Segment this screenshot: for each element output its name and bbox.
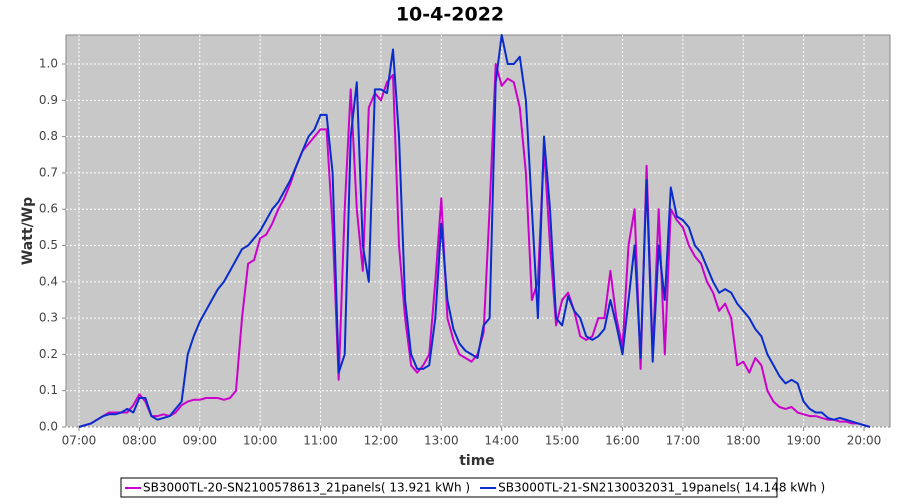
chart-title: 10-4-2022: [396, 4, 504, 26]
y-tick-label: 0.5: [39, 238, 58, 252]
x-tick-label: 10:00: [243, 434, 278, 448]
legend: [120, 477, 778, 498]
y-tick-label: 0.6: [39, 202, 58, 216]
x-tick-label: 20:00: [847, 434, 882, 448]
x-tick-label: 07:00: [62, 434, 97, 448]
legend-label: SB3000TL-21-SN2130032031_19panels( 14.14…: [498, 481, 825, 495]
series-line: [78, 63, 871, 428]
x-tick-label: 14:00: [484, 434, 519, 448]
legend-label: SB3000TL-20-SN2100578613_21panels( 13.92…: [143, 481, 470, 495]
series-line: [78, 34, 871, 428]
y-tick-label: 1.0: [39, 57, 58, 71]
x-tick-label: 11:00: [303, 434, 338, 448]
x-tick-label: 13:00: [424, 434, 459, 448]
x-tick-label: 16:00: [605, 434, 640, 448]
y-tick-label: 0.1: [39, 383, 58, 397]
x-tick-label: 09:00: [182, 434, 217, 448]
x-tick-label: 15:00: [545, 434, 580, 448]
y-tick-label: 0.4: [39, 274, 58, 288]
plot-area: [65, 34, 891, 428]
y-axis-label: Watt/Wp: [20, 197, 36, 265]
x-axis-label: time: [459, 453, 495, 469]
y-tick-label: 0.8: [39, 129, 58, 143]
x-tick-label: 12:00: [364, 434, 399, 448]
y-tick-label: 0.0: [39, 420, 58, 434]
y-tick-label: 0.9: [39, 93, 58, 107]
y-tick-label: 0.2: [39, 347, 58, 361]
y-tick-label: 0.7: [39, 165, 58, 179]
y-tick-label: 0.3: [39, 311, 58, 325]
x-tick-label: 17:00: [666, 434, 701, 448]
x-tick-label: 08:00: [122, 434, 157, 448]
x-tick-label: 18:00: [726, 434, 761, 448]
x-tick-label: 19:00: [786, 434, 821, 448]
